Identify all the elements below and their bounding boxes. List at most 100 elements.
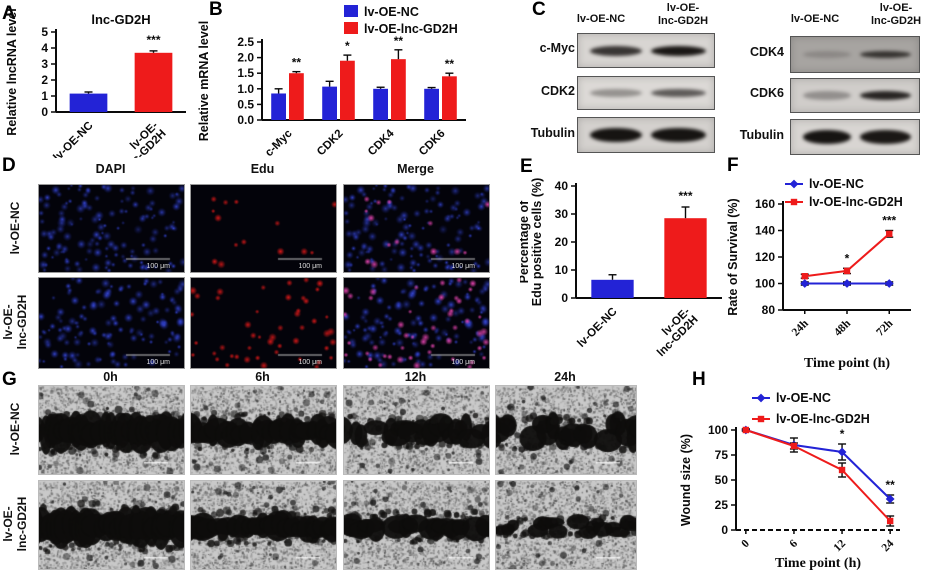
bar	[664, 218, 707, 298]
bar	[340, 60, 355, 120]
x-axis-label: Time point (h)	[775, 556, 861, 571]
bar	[134, 52, 173, 112]
wound-canvas	[344, 386, 489, 474]
x-tick-label: lv-OE-NC	[51, 120, 95, 158]
wound-canvas	[496, 481, 636, 569]
fluorescence-image-grid: DAPI Edu Merge lv-OE-NC lv-OE- lnc-GD2H 100 μ…	[0, 158, 520, 372]
significance-label: ***	[882, 214, 896, 228]
row-label: lv-OE-NC	[8, 402, 23, 456]
significance-label: **	[445, 57, 455, 71]
legend-label: lv-OE-lnc-GD2H	[809, 195, 903, 209]
y-tick-label: 0.0	[237, 113, 254, 127]
y-axis-label: Edu positive cells (%)	[530, 178, 544, 307]
panel-letter-b: B	[209, 0, 223, 20]
y-tick-label: 3	[41, 57, 48, 71]
panel-letter-d: D	[2, 155, 16, 176]
protein-band	[860, 91, 912, 100]
scale-bar-label: 100 μm	[451, 359, 476, 366]
chart-title: lnc-GD2H	[91, 12, 150, 27]
panel-letter-g: G	[2, 369, 17, 390]
bar-chart-mrna-level: 0.0 0.51.0 1.52.0 2.5 Relative mRNA level c-M…	[197, 5, 466, 159]
bar-chart-lncrna-level: 0 1 2 3 4 5 Relative lncRNA level lnc-GD2H lv-OE…	[5, 8, 186, 158]
column-header-dapi: DAPI	[95, 162, 126, 176]
panel-letter-h: H	[692, 369, 706, 390]
blot-box	[790, 36, 920, 73]
y-tick-label: 80	[762, 303, 776, 317]
y-tick-label: 2.0	[237, 51, 254, 65]
merge-canvas	[344, 278, 489, 368]
panel-letter-a: A	[2, 3, 16, 24]
y-tick-label: 160	[755, 197, 775, 211]
significance-label: **	[292, 56, 302, 70]
y-tick-label: 0	[561, 291, 568, 305]
y-tick-label: 100	[755, 277, 775, 291]
x-tick-label: 12	[832, 537, 849, 554]
legend-label: lv-OE-lnc-GD2H	[776, 412, 870, 426]
panel-letter-e: E	[520, 156, 533, 177]
panel-letter-f: F	[727, 155, 739, 176]
merge-image-nc: 100 μm	[343, 184, 490, 273]
timepoint-header-24h: 24h	[554, 370, 576, 384]
wound-canvas	[39, 481, 184, 569]
y-axis-label: Wound size (%)	[679, 434, 693, 526]
y-tick-label: 50	[715, 473, 729, 487]
y-tick-label: 0	[721, 523, 728, 537]
scale-bar-label: 100 μm	[451, 263, 476, 270]
wound-image-oe-12h	[343, 480, 490, 570]
bar-chart-edu-positive: 0 10 20 30 40 Percentage of Edu positive cells…	[520, 178, 722, 359]
blot-row-label: Tubulin	[739, 128, 784, 142]
data-point	[843, 267, 851, 275]
bar	[391, 59, 406, 120]
data-point	[886, 230, 893, 238]
x-tick-label: 24	[880, 537, 897, 554]
scale-bar-label: 100 μm	[146, 359, 171, 366]
data-point	[842, 279, 852, 288]
lane-header-nc: lv-OE-NC	[790, 13, 840, 25]
y-axis-label: Relative mRNA level	[197, 21, 211, 141]
bar	[591, 279, 634, 298]
wound-image-oe-6h	[190, 480, 337, 570]
bar	[442, 76, 457, 120]
blot-box	[577, 33, 715, 68]
blot-row-label: CDK6	[749, 86, 784, 100]
significance-label: ***	[678, 189, 692, 203]
lane-header-oe: lv-OE- lnc-GD2H	[657, 2, 709, 27]
protein-band	[651, 89, 706, 97]
wound-canvas	[344, 481, 489, 569]
protein-band	[590, 128, 642, 142]
blot-box	[577, 117, 715, 153]
data-point	[884, 279, 894, 288]
y-tick-label: 1.5	[237, 66, 254, 80]
legend-marker	[790, 198, 798, 206]
data-point	[790, 442, 798, 450]
dapi-image-nc: 100 μm	[38, 184, 185, 273]
y-tick-label: 40	[555, 179, 569, 193]
significance-label: *	[845, 251, 850, 265]
x-tick-label: c-Myc	[263, 127, 295, 159]
y-tick-label: 20	[555, 235, 569, 249]
protein-band	[590, 89, 642, 97]
row-label: lv-OE-NC	[8, 201, 23, 254]
data-point	[801, 273, 808, 280]
y-tick-label: 1.0	[237, 82, 254, 96]
x-tick-label: CDK2	[315, 128, 346, 159]
x-tick-label: 0	[739, 537, 752, 550]
data-line	[745, 429, 891, 522]
bar	[322, 86, 337, 120]
x-tick-label: 72h	[874, 317, 896, 339]
protein-band	[802, 51, 852, 58]
wound-image-nc-12h	[343, 385, 490, 475]
y-tick-label: 100	[708, 423, 728, 437]
legend-label: lv-OE-lnc-GD2H	[364, 22, 458, 36]
timepoint-header-0h: 0h	[103, 370, 118, 384]
lane-header-oe: lv-OE- lnc-GD2H	[870, 2, 922, 27]
scale-bar-label: 100 μm	[146, 263, 171, 270]
y-tick-label: 30	[555, 207, 569, 221]
y-axis-label: Percentage of	[520, 200, 531, 284]
legend-label: lv-OE-NC	[809, 177, 864, 191]
x-tick-label: 24h	[790, 317, 812, 339]
scale-bar-label: 100 μm	[298, 263, 323, 270]
bar	[424, 88, 439, 120]
y-tick-label: 2.5	[237, 35, 254, 49]
y-tick-label: 0.5	[237, 97, 254, 111]
